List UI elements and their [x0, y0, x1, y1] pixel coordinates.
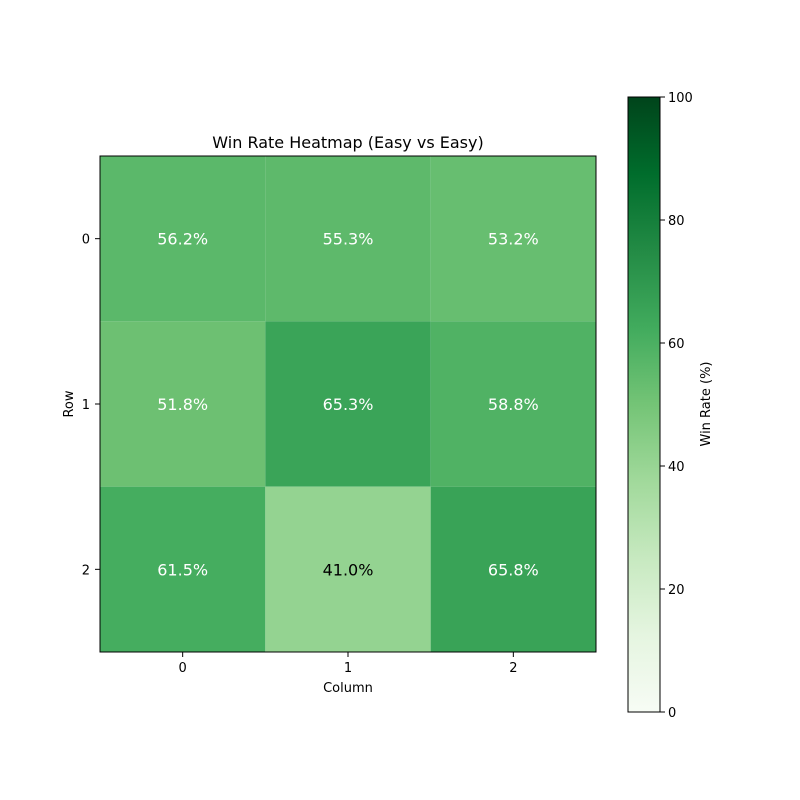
x-axis-label: Column	[323, 681, 373, 696]
x-axis-ticks: 0 1 2	[179, 652, 517, 676]
heatmap-cell	[265, 156, 431, 322]
cell-value-label: 55.3%	[323, 230, 374, 249]
y-tick-label: 0	[82, 233, 90, 248]
x-tick-label: 0	[179, 661, 187, 676]
heatmap-cell	[100, 321, 266, 487]
cell-value-label: 41.0%	[323, 560, 374, 579]
colorbar-tick-label: 80	[668, 214, 685, 229]
heatmap-cell	[430, 156, 596, 322]
heatmap-cell	[430, 321, 596, 487]
colorbar-tick-label: 0	[668, 706, 676, 721]
heatmap-cell	[265, 486, 431, 652]
heatmap-cell	[100, 486, 266, 652]
heatmap-cell	[265, 321, 431, 487]
y-tick-label: 1	[82, 398, 90, 413]
y-tick-label: 2	[82, 563, 90, 578]
heatmap-cells: 56.2% 55.3% 53.2% 51.8% 65.3% 58.8% 61.5% 41.0%…	[100, 156, 596, 652]
cell-value-label: 58.8%	[488, 395, 539, 414]
x-tick-label: 1	[344, 661, 352, 676]
colorbar-tick-label: 20	[668, 583, 685, 598]
cell-value-label: 51.8%	[157, 395, 208, 414]
cell-value-label: 65.8%	[488, 560, 539, 579]
colorbar-ticks: 0 20 40 60 80 100	[660, 91, 693, 721]
heatmap-cell	[430, 486, 596, 652]
colorbar-label: Win Rate (%)	[699, 362, 714, 447]
colorbar	[627, 96, 661, 713]
colorbar-tick-label: 60	[668, 337, 685, 352]
y-axis-ticks: 0 1 2	[82, 233, 100, 578]
cell-value-label: 65.3%	[323, 395, 374, 414]
x-tick-label: 2	[509, 661, 517, 676]
colorbar-tick-label: 100	[668, 91, 693, 106]
cell-value-label: 53.2%	[488, 230, 539, 249]
cell-value-label: 56.2%	[157, 230, 208, 249]
chart-title: Win Rate Heatmap (Easy vs Easy)	[212, 133, 483, 152]
colorbar-tick-label: 40	[668, 460, 685, 475]
cell-value-label: 61.5%	[157, 560, 208, 579]
y-axis-label: Row	[62, 390, 77, 417]
heatmap-cell	[100, 156, 266, 322]
